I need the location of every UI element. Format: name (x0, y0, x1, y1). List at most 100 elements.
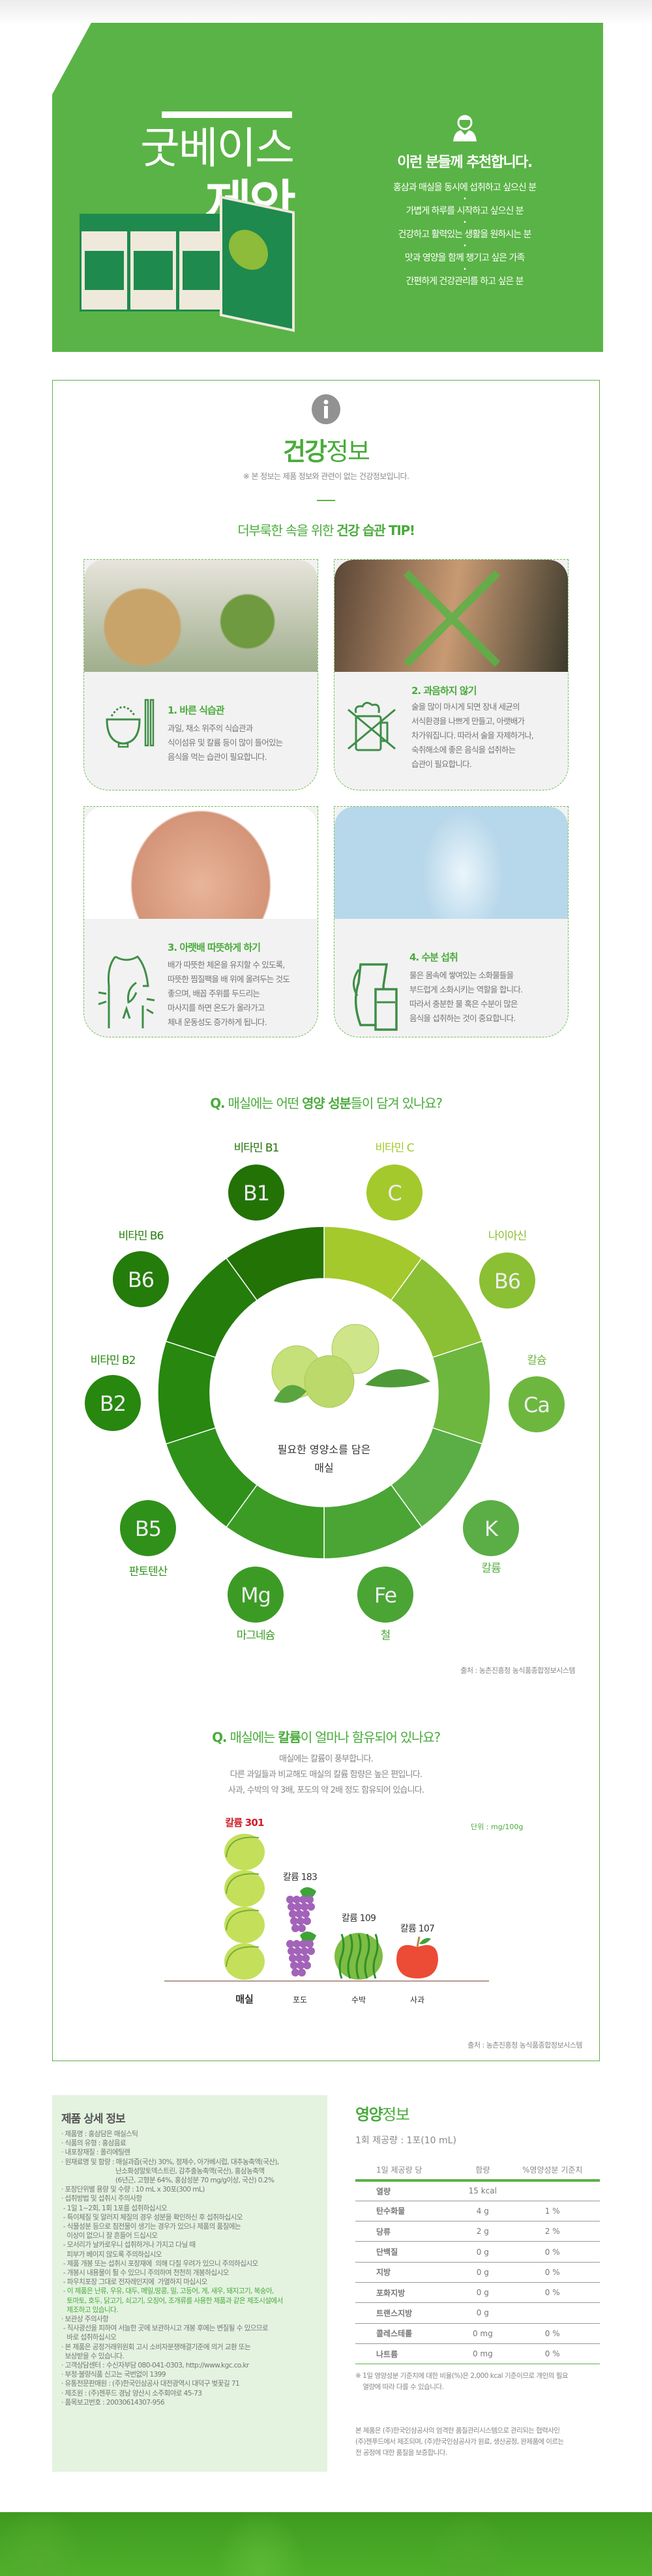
value-label: 칼륨 301 (225, 1817, 264, 1829)
health-notice: ※ 본 정보는 제품 정보와 관련이 없는 건강정보입니다. (243, 472, 409, 481)
text-line: 따라서 충분한 물 혹은 수분이 많은 (409, 999, 518, 1009)
nutrient-symbol: C (387, 1181, 401, 1206)
recommend-item: 홍삼과 매실을 동시에 섭취하고 싶으신 분 (393, 182, 537, 193)
value-label: 칼륨 109 (342, 1913, 376, 1924)
nutrient-label: 칼슘 (527, 1354, 546, 1367)
table-cell: 0 % (505, 2323, 600, 2344)
text-line: 따뜻한 찜질팩을 배 위에 올려두는 것도 (168, 974, 290, 984)
table-cell: 단백질 (355, 2241, 461, 2263)
bullet-separator: • (463, 195, 467, 203)
serving-size: 1회 제공량 : 1포(10 mL) (355, 2135, 456, 2146)
cross-icon (403, 570, 501, 667)
column-header: 함량 (460, 2160, 505, 2182)
card-title: 3. 아랫배 따뜻하게 하기 (168, 942, 261, 953)
q-text: 매실에는 (226, 1729, 278, 1745)
text-line: 사과, 수박의 약 3배, 포도의 약 2배 정도 함유되어 있습니다. (228, 1786, 424, 1795)
detail-line: - 1일 1~2회, 1회 1포를 섭취하십시오 (61, 2204, 168, 2212)
recommendation: 이런 분들께 추천합니다. 홍삼과 매실을 동시에 섭취하고 싶으신 분 • 가볍게… (339, 114, 590, 287)
person-icon (452, 115, 477, 141)
text-line: 습관이 필요합니다. (411, 759, 472, 769)
text-line: 열량에 따라 다를 수 있습니다. (355, 2383, 444, 2392)
health-title-bold: 건강 (283, 437, 327, 466)
table-cell: 2 g (460, 2221, 505, 2242)
detail-line: · 식품의 유형 : 홍삼음료 (61, 2139, 126, 2148)
watermelon-icon (334, 1933, 383, 1980)
text-line: 좋으며, 배꼽 주위를 두드리는 (168, 989, 260, 998)
table-cell: 포화지방 (355, 2282, 461, 2304)
detail-line: 난소화성말토덱스트린, 감추출농축액(국산), 홍삼농축액 (61, 2167, 265, 2175)
wheel-center-text: 매실 (314, 1462, 333, 1474)
nutrient-badge-b1 (228, 1165, 284, 1221)
apple-icon (396, 1936, 438, 1978)
nutrient-symbol: B5 (135, 1516, 161, 1541)
q-bold: 칼륨 (278, 1729, 301, 1745)
table-cell (505, 2180, 600, 2201)
rice-bowl-chopsticks-icon (106, 699, 155, 748)
recommend-item: 가볍게 하루를 시작하고 싶으신 분 (406, 206, 524, 216)
nutrient-badge-b6 (479, 1252, 535, 1309)
detail-line: - 모서리가 날카로우니 섭취하거나 가지고 다닐 때 (61, 2241, 196, 2250)
nutrient-label: 철 (381, 1629, 391, 1642)
calcium-description: 매실에는 칼륨이 풍부합니다. 다른 과일들과 비교해도 매실의 칼륨 함량은 높… (0, 1752, 652, 1799)
text-line: 체내 운동성도 증가하게 됩니다. (168, 1017, 267, 1027)
detail-line: - 파우치포장 그대로 전자레인지에 가열하지 마십시오 (61, 2278, 208, 2287)
wheel-segment (157, 1340, 216, 1445)
detail-line: - 특이체질 및 알러지 체질의 경우 성분을 확인하신 후 섭취하십시오 (61, 2213, 243, 2221)
detail-line: 보상받을 수 있습니다. (61, 2352, 125, 2360)
nutrient-badge-mg (228, 1567, 284, 1623)
nutrient-label: 나이아신 (488, 1230, 527, 1243)
warm-belly-icon (98, 955, 155, 1028)
table-cell: 0 % (505, 2282, 600, 2304)
table-cell: 지방 (355, 2262, 461, 2283)
category-label: 매실 (235, 1993, 254, 2005)
recommend-item: 맛과 영양을 함께 챙기고 싶은 가족 (404, 253, 526, 263)
detail-line: - 이 제품은 난류, 우유, 대두, 메밀,땅콩, 밀, 고등어, 게, 새우… (61, 2287, 274, 2296)
detail-line: - 직사광선을 피하여 서늘한 곳에 보관하시고 개봉 후에는 변질될 수 있으… (61, 2324, 269, 2333)
tip-card-diet: 1. 바른 식습관 과일, 채소 위주의 식습관과 식이섬유 및 칼륨 등이 많이… (83, 559, 318, 790)
nutrition-note: ※ 1일 영양성분 기준치에 대한 비율(%)은 2,000 kcal 기준이므… (355, 2371, 600, 2393)
q-prefix: Q. (210, 1095, 225, 1111)
text-line: 물은 몸속에 쌓여있는 소화물들을 (409, 970, 514, 980)
detail-title: 제품 상세 정보 (61, 2113, 126, 2126)
column-header: %영양성분 기준치 (505, 2160, 600, 2182)
title-bar (162, 111, 292, 118)
nutrient-label: 마그네슘 (237, 1629, 275, 1642)
tip-heading: 더부룩한 속을 위한 건강 습관 TIP! (0, 520, 652, 539)
q-text: 매실에는 어떤 (224, 1095, 303, 1111)
plum-icon (224, 1907, 265, 1943)
belly-photo (84, 807, 318, 919)
tip-card-drinking: 2. 과음하지 않기 술을 많이 마시게 되면 장내 세균의 서식환경을 나쁘게 … (334, 559, 569, 790)
table-cell: 탄수화물 (355, 2201, 461, 2222)
card-body: 술을 많이 마시게 되면 장내 세균의 서식환경을 나쁘게 만들고, 아랫배가 차가… (411, 700, 534, 772)
text-line: 배가 따뜻한 체온을 유지할 수 있도록, (168, 960, 285, 970)
nutrient-symbol: B1 (243, 1181, 269, 1206)
drinking-photo (334, 560, 568, 672)
nutrient-symbol: B2 (100, 1391, 126, 1416)
nutrient-label: 판토텐산 (129, 1565, 168, 1578)
detail-lines: · 제품명 : 홍삼담은 매실스틱 · 식품의 유형 : 홍삼음료 · 내포장재질 … (61, 2130, 327, 2407)
detail-line: · 제품명 : 홍삼담은 매실스틱 (61, 2130, 138, 2138)
plum-icon (224, 1870, 265, 1907)
text-line: ※ 1일 영양성분 기준치에 대한 비율(%)은 2,000 kcal 기준이므… (355, 2372, 569, 2381)
plum-icon (224, 1834, 265, 1870)
detail-line: - 제품 개봉 또는 섭취시 포장재에 의해 다칠 우려가 있으니 주의하십시오 (61, 2259, 259, 2268)
detail-line: - 식물성분 등으로 침전물이 생기는 경우가 있으나 제품의 품질에는 (61, 2223, 241, 2231)
nutrient-symbol: B6 (128, 1267, 154, 1292)
recommend-item: 간편하게 건강관리를 하고 싶은 분 (406, 276, 524, 287)
nutrient-badge-b6 (113, 1251, 169, 1307)
value-label: 칼륨 107 (400, 1924, 434, 1934)
nutrient-symbol: Ca (524, 1393, 550, 1417)
card-title: 1. 바른 식습관 (168, 704, 225, 716)
wheel-center-text: 필요한 영양소를 담은 (278, 1443, 371, 1456)
text-line: 차가워집니다. 따라서 술을 자제하거나, (411, 731, 534, 740)
top-fade (0, 0, 652, 26)
wheel-segment (226, 1226, 325, 1301)
nutrient-badge-b5 (120, 1500, 176, 1556)
quality-statement: 본 제품은 (주)한국인삼공사의 엄격한 품질관리시스템으로 관리되는 협력사인… (355, 2425, 600, 2459)
table-cell: 열량 (355, 2180, 461, 2201)
table-cell: 0 g (460, 2241, 505, 2263)
detail-line: · 내포장재질 : 폴리에틸렌 (61, 2149, 130, 2157)
